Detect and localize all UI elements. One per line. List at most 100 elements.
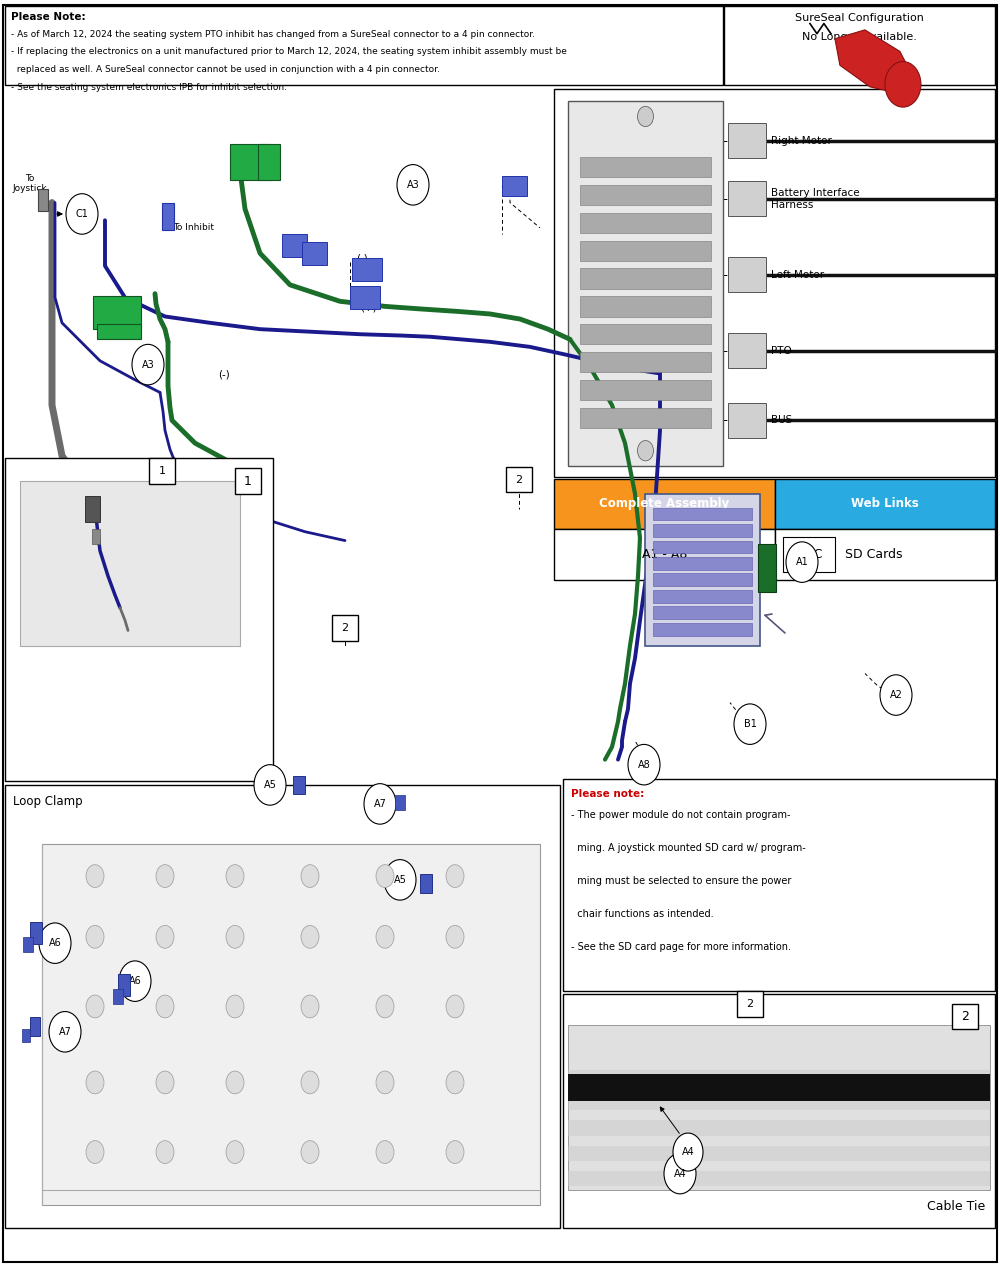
Circle shape [885, 62, 921, 108]
Bar [737, 991, 763, 1017]
Text: PTO: PTO [771, 346, 792, 356]
Bar [568, 101, 723, 466]
Circle shape [254, 765, 286, 805]
Text: SDC: SDC [796, 548, 822, 561]
Circle shape [638, 441, 654, 461]
Text: A1 - A8: A1 - A8 [642, 548, 687, 561]
Polygon shape [835, 30, 913, 95]
Circle shape [376, 1141, 394, 1163]
Text: 2: 2 [341, 623, 349, 633]
Bar [580, 380, 711, 400]
Bar [20, 481, 240, 646]
Text: (-): (-) [218, 370, 230, 380]
Circle shape [446, 1141, 464, 1163]
Text: chair functions as intended.: chair functions as intended. [571, 909, 714, 919]
Text: 2: 2 [961, 1010, 969, 1023]
Text: A5: A5 [394, 875, 406, 885]
Bar [42, 844, 540, 1205]
Bar [554, 479, 775, 529]
Text: A3: A3 [142, 360, 154, 370]
Bar [563, 994, 995, 1228]
Bar [506, 467, 532, 492]
Text: ming. A joystick mounted SD card w/ program-: ming. A joystick mounted SD card w/ prog… [571, 843, 806, 853]
Bar [580, 352, 711, 372]
Bar [580, 157, 711, 177]
Bar [580, 296, 711, 316]
Text: Right Motor: Right Motor [771, 135, 832, 146]
Circle shape [446, 865, 464, 887]
Bar [568, 1120, 990, 1136]
Bar [563, 779, 995, 991]
Bar [568, 1171, 990, 1186]
Text: A7: A7 [59, 1027, 71, 1037]
Bar [5, 91, 995, 775]
Text: A6: A6 [129, 976, 141, 986]
Bar [113, 989, 123, 1004]
Text: 1: 1 [244, 475, 252, 487]
Circle shape [376, 1071, 394, 1094]
Bar [653, 541, 752, 553]
Bar [97, 324, 141, 339]
Bar [568, 1025, 990, 1190]
Text: ming must be selected to ensure the power: ming must be selected to ensure the powe… [571, 876, 791, 886]
Bar [580, 324, 711, 344]
Circle shape [119, 961, 151, 1001]
Bar [332, 615, 358, 641]
Bar [554, 89, 995, 477]
Bar [653, 590, 752, 603]
Text: (-): (-) [356, 253, 368, 263]
Circle shape [132, 344, 164, 385]
Text: A7: A7 [374, 799, 386, 809]
Bar [580, 213, 711, 233]
Circle shape [628, 744, 660, 785]
Circle shape [226, 1141, 244, 1163]
Bar [653, 623, 752, 636]
Bar [554, 529, 775, 580]
Bar [23, 937, 33, 952]
Bar [502, 176, 527, 196]
Text: 2: 2 [746, 999, 754, 1009]
Circle shape [446, 925, 464, 948]
Text: A6: A6 [49, 938, 61, 948]
Circle shape [86, 1141, 104, 1163]
Circle shape [66, 194, 98, 234]
Bar [258, 144, 280, 180]
Text: A2: A2 [890, 690, 902, 700]
Text: A4: A4 [682, 1147, 694, 1157]
Circle shape [156, 995, 174, 1018]
Text: Complete Assembly: Complete Assembly [599, 498, 730, 510]
Circle shape [226, 995, 244, 1018]
Circle shape [156, 925, 174, 948]
Circle shape [86, 1071, 104, 1094]
Bar [38, 189, 48, 211]
Circle shape [638, 106, 654, 127]
Text: SureSeal Configuration: SureSeal Configuration [795, 13, 924, 23]
Bar [5, 5, 723, 86]
Circle shape [446, 1071, 464, 1094]
Text: BUS: BUS [771, 415, 792, 425]
Text: A1: A1 [796, 557, 808, 567]
Bar [728, 257, 766, 292]
Circle shape [673, 1133, 703, 1171]
Bar [728, 181, 766, 216]
Text: 1: 1 [158, 466, 166, 476]
Bar [302, 242, 327, 265]
Text: Cable Tie: Cable Tie [927, 1200, 985, 1213]
Text: 2: 2 [515, 475, 523, 485]
Circle shape [734, 704, 766, 744]
Bar [149, 458, 175, 484]
Text: (+): (+) [500, 181, 516, 191]
Circle shape [786, 542, 818, 582]
Circle shape [86, 995, 104, 1018]
Bar [352, 258, 382, 281]
Text: replaced as well. A SureSeal connector cannot be used in conjunction with a 4 pi: replaced as well. A SureSeal connector c… [11, 66, 440, 75]
Bar [728, 403, 766, 438]
Circle shape [301, 1071, 319, 1094]
Text: A3: A3 [407, 180, 419, 190]
Bar [653, 557, 752, 570]
Bar [580, 408, 711, 428]
Bar [235, 468, 261, 494]
Bar [724, 5, 995, 86]
Bar [420, 874, 432, 893]
Circle shape [156, 1141, 174, 1163]
